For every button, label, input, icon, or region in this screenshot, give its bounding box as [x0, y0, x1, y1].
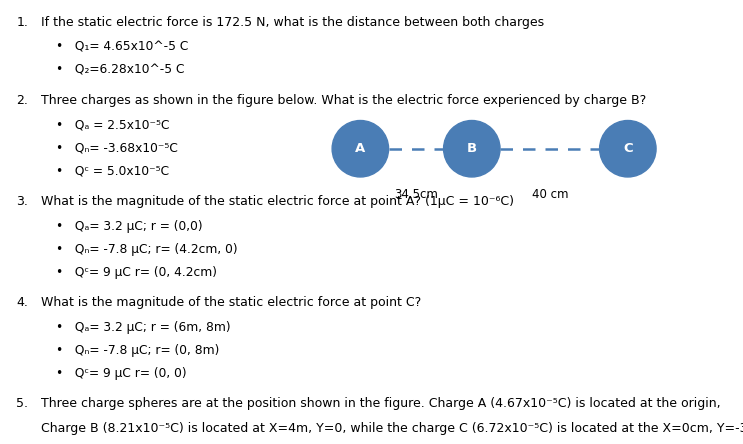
Text: B: B — [467, 142, 477, 155]
Text: •   Qₙ= -7.8 μC; r= (4.2cm, 0): • Qₙ= -7.8 μC; r= (4.2cm, 0) — [56, 243, 237, 256]
Text: What is the magnitude of the static electric force at point A? (1μC = 10⁻⁶C): What is the magnitude of the static elec… — [41, 195, 514, 208]
Text: •   Qᶜ= 9 μC r= (0, 0): • Qᶜ= 9 μC r= (0, 0) — [56, 367, 186, 380]
Ellipse shape — [332, 120, 389, 177]
Text: •   Q₂=6.28x10^-5 C: • Q₂=6.28x10^-5 C — [56, 63, 184, 76]
Text: C: C — [623, 142, 632, 155]
Text: 40 cm: 40 cm — [531, 188, 568, 201]
Text: •   Qᶜ= 9 μC r= (0, 4.2cm): • Qᶜ= 9 μC r= (0, 4.2cm) — [56, 266, 217, 279]
Text: 4.: 4. — [16, 296, 28, 309]
Text: •   Qₙ= -3.68x10⁻⁵C: • Qₙ= -3.68x10⁻⁵C — [56, 142, 178, 155]
Text: 2.: 2. — [16, 94, 28, 107]
Ellipse shape — [600, 120, 656, 177]
Text: •   Qₙ= -7.8 μC; r= (0, 8m): • Qₙ= -7.8 μC; r= (0, 8m) — [56, 344, 219, 357]
Text: A: A — [355, 142, 366, 155]
Text: •   Qₐ= 3.2 μC; r = (6m, 8m): • Qₐ= 3.2 μC; r = (6m, 8m) — [56, 321, 230, 334]
Text: •   Qᶜ = 5.0x10⁻⁵C: • Qᶜ = 5.0x10⁻⁵C — [56, 165, 169, 178]
Text: •   Qₐ= 3.2 μC; r = (0,0): • Qₐ= 3.2 μC; r = (0,0) — [56, 220, 202, 233]
Text: What is the magnitude of the static electric force at point C?: What is the magnitude of the static elec… — [41, 296, 421, 309]
Text: 5.: 5. — [16, 397, 28, 410]
Text: Three charge spheres are at the position shown in the figure. Charge A (4.67x10⁻: Three charge spheres are at the position… — [41, 397, 721, 410]
Ellipse shape — [444, 120, 500, 177]
Text: •   Qₐ = 2.5x10⁻⁵C: • Qₐ = 2.5x10⁻⁵C — [56, 119, 169, 131]
Text: If the static electric force is 172.5 N, what is the distance between both charg: If the static electric force is 172.5 N,… — [41, 16, 544, 28]
Text: 3.: 3. — [16, 195, 28, 208]
Text: 34.5cm: 34.5cm — [394, 188, 438, 201]
Text: •   Q₁= 4.65x10^-5 C: • Q₁= 4.65x10^-5 C — [56, 40, 188, 53]
Text: Three charges as shown in the figure below. What is the electric force experienc: Three charges as shown in the figure bel… — [41, 94, 646, 107]
Text: 1.: 1. — [16, 16, 28, 28]
Text: Charge B (8.21x10⁻⁵C) is located at X=4m, Y=0, while the charge C (6.72x10⁻⁵C) i: Charge B (8.21x10⁻⁵C) is located at X=4m… — [41, 422, 743, 435]
